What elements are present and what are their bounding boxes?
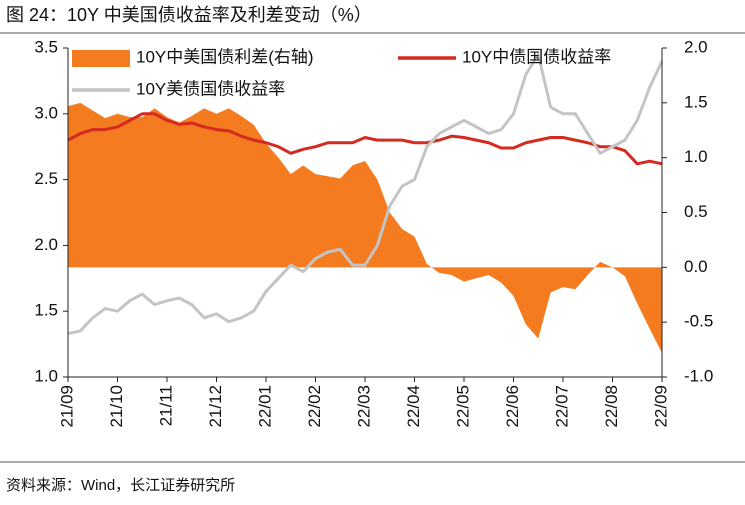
x-tick-label: 21/10	[107, 385, 126, 428]
x-tick-label: 22/08	[602, 385, 621, 428]
y2-tick-label: -1.0	[684, 366, 713, 385]
x-tick-label: 22/01	[255, 385, 274, 428]
legend-label: 10Y美债国债收益率	[136, 79, 285, 98]
x-tick-label: 22/05	[453, 385, 472, 428]
x-tick-label: 22/03	[354, 385, 373, 428]
yield-line	[67, 53, 664, 336]
y-tick-label: 2.0	[34, 235, 58, 254]
x-tick-label: 21/09	[57, 385, 76, 428]
x-tick-label: 22/07	[552, 385, 571, 428]
y-tick-label: 2.5	[34, 169, 58, 188]
y2-tick-label: 2.0	[684, 37, 708, 56]
y-tick-label: 3.0	[34, 103, 58, 122]
chart-title: 图 24：10Y 中美国债收益率及利差变动（%）	[6, 5, 372, 25]
y2-tick-label: -0.5	[684, 312, 713, 331]
legend-label: 10Y中美国债利差(右轴)	[136, 47, 314, 66]
x-tick-label: 22/02	[305, 385, 324, 428]
y2-tick-label: 1.0	[684, 147, 708, 166]
x-tick-label: 21/11	[156, 385, 175, 426]
y2-tick-label: 1.5	[684, 92, 708, 111]
source: 资料来源：Wind，长江证券研究所	[6, 477, 235, 494]
x-tick-label: 22/06	[503, 385, 522, 428]
yield-line	[67, 112, 663, 166]
y-tick-label: 1.0	[34, 366, 58, 385]
y-tick-label: 1.5	[34, 301, 58, 320]
x-tick-label: 21/12	[206, 385, 225, 428]
y-tick-label: 3.5	[34, 37, 58, 56]
x-tick-label: 22/09	[651, 385, 670, 428]
legend-swatch	[72, 50, 130, 67]
legend-label: 10Y中债国债收益率	[462, 47, 611, 66]
y2-tick-label: 0.5	[684, 202, 708, 221]
spread-area	[68, 102, 662, 353]
y2-tick-label: 0.0	[684, 257, 708, 276]
x-tick-label: 22/04	[404, 385, 423, 428]
